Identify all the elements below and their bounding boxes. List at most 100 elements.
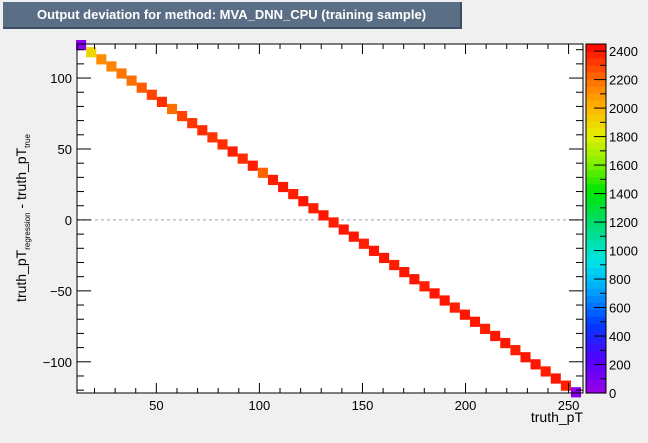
heatmap-cell (217, 139, 228, 150)
colorbar-tick-label: 800 (609, 272, 631, 287)
colorbar-band (586, 316, 606, 324)
heatmap-cell (156, 96, 167, 107)
heatmap-cell (197, 125, 208, 136)
colorbar-band (586, 372, 606, 380)
colorbar-band (586, 57, 606, 66)
colorbar-band (586, 141, 606, 150)
colorbar-tick-label: 1600 (609, 158, 638, 173)
colorbar-band (586, 302, 606, 310)
colorbar-tick-label: 1000 (609, 244, 638, 259)
plot-frame (76, 43, 584, 394)
heatmap-cell (429, 288, 440, 299)
heatmap-cell (348, 231, 359, 242)
colorbar-tick-label: 2400 (609, 44, 638, 59)
colorbar-tick-label: 2200 (609, 73, 638, 88)
colorbar-band (586, 197, 606, 206)
colorbar-band (586, 211, 606, 220)
y-tick-label: −50 (50, 284, 72, 299)
heatmap-cell (570, 387, 582, 398)
colorbar-tick-label: 400 (609, 329, 631, 344)
colorbar-band (586, 365, 606, 373)
heatmap-cell (560, 380, 571, 391)
heatmap-cell (500, 337, 511, 349)
colorbar-band (586, 253, 606, 261)
heatmap-cell (237, 153, 248, 164)
heatmap-cell (449, 302, 460, 313)
colorbar-tick-label: 0 (609, 386, 616, 401)
colorbar-band (586, 190, 606, 199)
heatmap-cell (106, 61, 117, 72)
heatmap-cell (338, 224, 349, 235)
heatmap-cell (166, 103, 178, 115)
heatmap-cell (116, 68, 127, 79)
heatmap-cell (439, 295, 450, 306)
heatmap-cell (419, 281, 430, 292)
heatmap-cell (530, 359, 541, 370)
colorbar-band (586, 274, 606, 282)
heatmap-cell (550, 373, 561, 384)
x-tick-label: 200 (455, 398, 477, 413)
y-tick-label: 0 (65, 213, 72, 228)
colorbar-band (586, 260, 606, 268)
colorbar-band (586, 148, 606, 157)
heatmap-cell (409, 274, 420, 285)
heatmap-cell (257, 167, 268, 178)
heatmap-cell (247, 160, 258, 171)
y-tick-label: 50 (58, 142, 72, 157)
colorbar-band (586, 351, 606, 359)
colorbar-band (586, 295, 606, 303)
x-tick-label: 150 (352, 398, 374, 413)
colorbar-band (586, 71, 606, 80)
heatmap-cell (520, 352, 531, 363)
colorbar-tick-label: 200 (609, 358, 631, 373)
colorbar-band (586, 288, 606, 296)
x-tick-label: 100 (249, 398, 271, 413)
heatmap-cell (358, 238, 369, 249)
colorbar-band (586, 330, 606, 338)
heatmap-cell (490, 330, 501, 342)
colorbar-band (586, 183, 606, 192)
colorbar-band (586, 85, 606, 94)
heatmap-cell (459, 309, 470, 320)
colorbar-band (586, 309, 606, 317)
heatmap-cell (298, 196, 309, 207)
heatmap-cell (278, 181, 289, 193)
heatmap-cell (480, 323, 491, 334)
x-axis-label: truth_pT (531, 409, 584, 425)
y-axis-label: truth_pTregression - truth_pTtrue (13, 134, 32, 302)
colorbar-band (586, 113, 606, 122)
heatmap-cell (187, 118, 198, 129)
colorbar-band (586, 358, 606, 366)
x-tick-label: 50 (149, 398, 163, 413)
heatmap-cell (126, 75, 137, 86)
colorbar-band (586, 337, 606, 345)
heatmap-cell (267, 174, 279, 186)
heatmap-cell (389, 259, 400, 271)
y-tick-label: −100 (43, 355, 72, 370)
colorbar-band (586, 267, 606, 275)
colorbar-band (586, 64, 606, 73)
colorbar-band (586, 127, 606, 136)
heatmap-cell (510, 345, 521, 356)
heatmap-cell (146, 89, 157, 100)
heatmap-cell (288, 188, 299, 200)
colorbar-tick-label: 1200 (609, 215, 638, 230)
heatmap-cell (399, 267, 410, 278)
heatmap-cell (379, 252, 390, 264)
colorbar-band (586, 323, 606, 331)
x-tick-label: 250 (558, 398, 580, 413)
heatmap-cell (227, 146, 238, 157)
heatmap-cell (96, 54, 107, 65)
colorbar-band (586, 92, 606, 101)
heatmap-cell (207, 132, 218, 143)
heatmap-cell (540, 366, 551, 377)
heatmap-cell (469, 316, 481, 327)
colorbar-band (586, 155, 606, 164)
colorbar-band (586, 99, 606, 108)
y-tick-label: 100 (50, 71, 72, 86)
svg-text:truth_pTregression - truth_pTt: truth_pTregression - truth_pTtrue (13, 134, 32, 302)
chart-title: Output deviation for method: MVA_DNN_CPU… (3, 2, 462, 29)
colorbar-band (586, 204, 606, 213)
colorbar-band (586, 239, 606, 248)
